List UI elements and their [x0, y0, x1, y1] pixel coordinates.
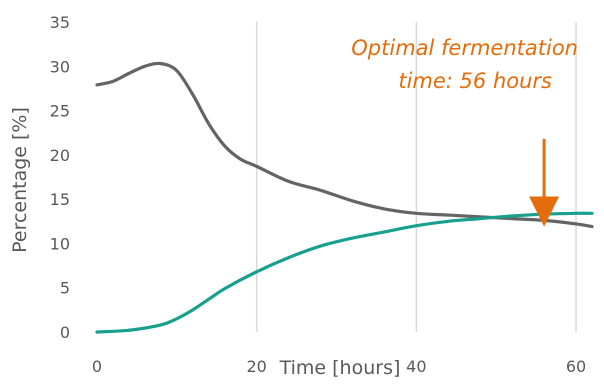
x-axis-title: Time [hours]: [279, 357, 401, 379]
annotation-line-2: time: 56 hours: [398, 69, 552, 93]
y-axis-title: Percentage [%]: [9, 107, 31, 253]
x-tick-label-20: 20: [246, 357, 266, 376]
grid-layer: [255, 22, 577, 332]
y-tick-label-25: 25: [50, 102, 70, 121]
y-tick-label-20: 20: [50, 146, 70, 165]
series-line-1: [95, 211, 594, 334]
x-tick-label-60: 60: [566, 357, 586, 376]
y-tick-label-0: 0: [60, 323, 70, 342]
series-layer: [95, 61, 594, 334]
y-tick-label-15: 15: [50, 190, 70, 209]
tick-labels-layer: 0 20 40 60 0 5 10 15 20 25 30 35: [50, 13, 587, 376]
y-tick-label-5: 5: [60, 279, 70, 298]
annotation-layer: Optimal fermentation time: 56 hours: [351, 36, 578, 227]
y-tick-label-35: 35: [50, 13, 70, 32]
x-tick-label-0: 0: [92, 357, 102, 376]
x-tick-label-40: 40: [406, 357, 426, 376]
annotation-line-1: Optimal fermentation: [351, 36, 578, 60]
y-tick-label-10: 10: [50, 234, 70, 253]
y-tick-label-30: 30: [50, 57, 70, 76]
